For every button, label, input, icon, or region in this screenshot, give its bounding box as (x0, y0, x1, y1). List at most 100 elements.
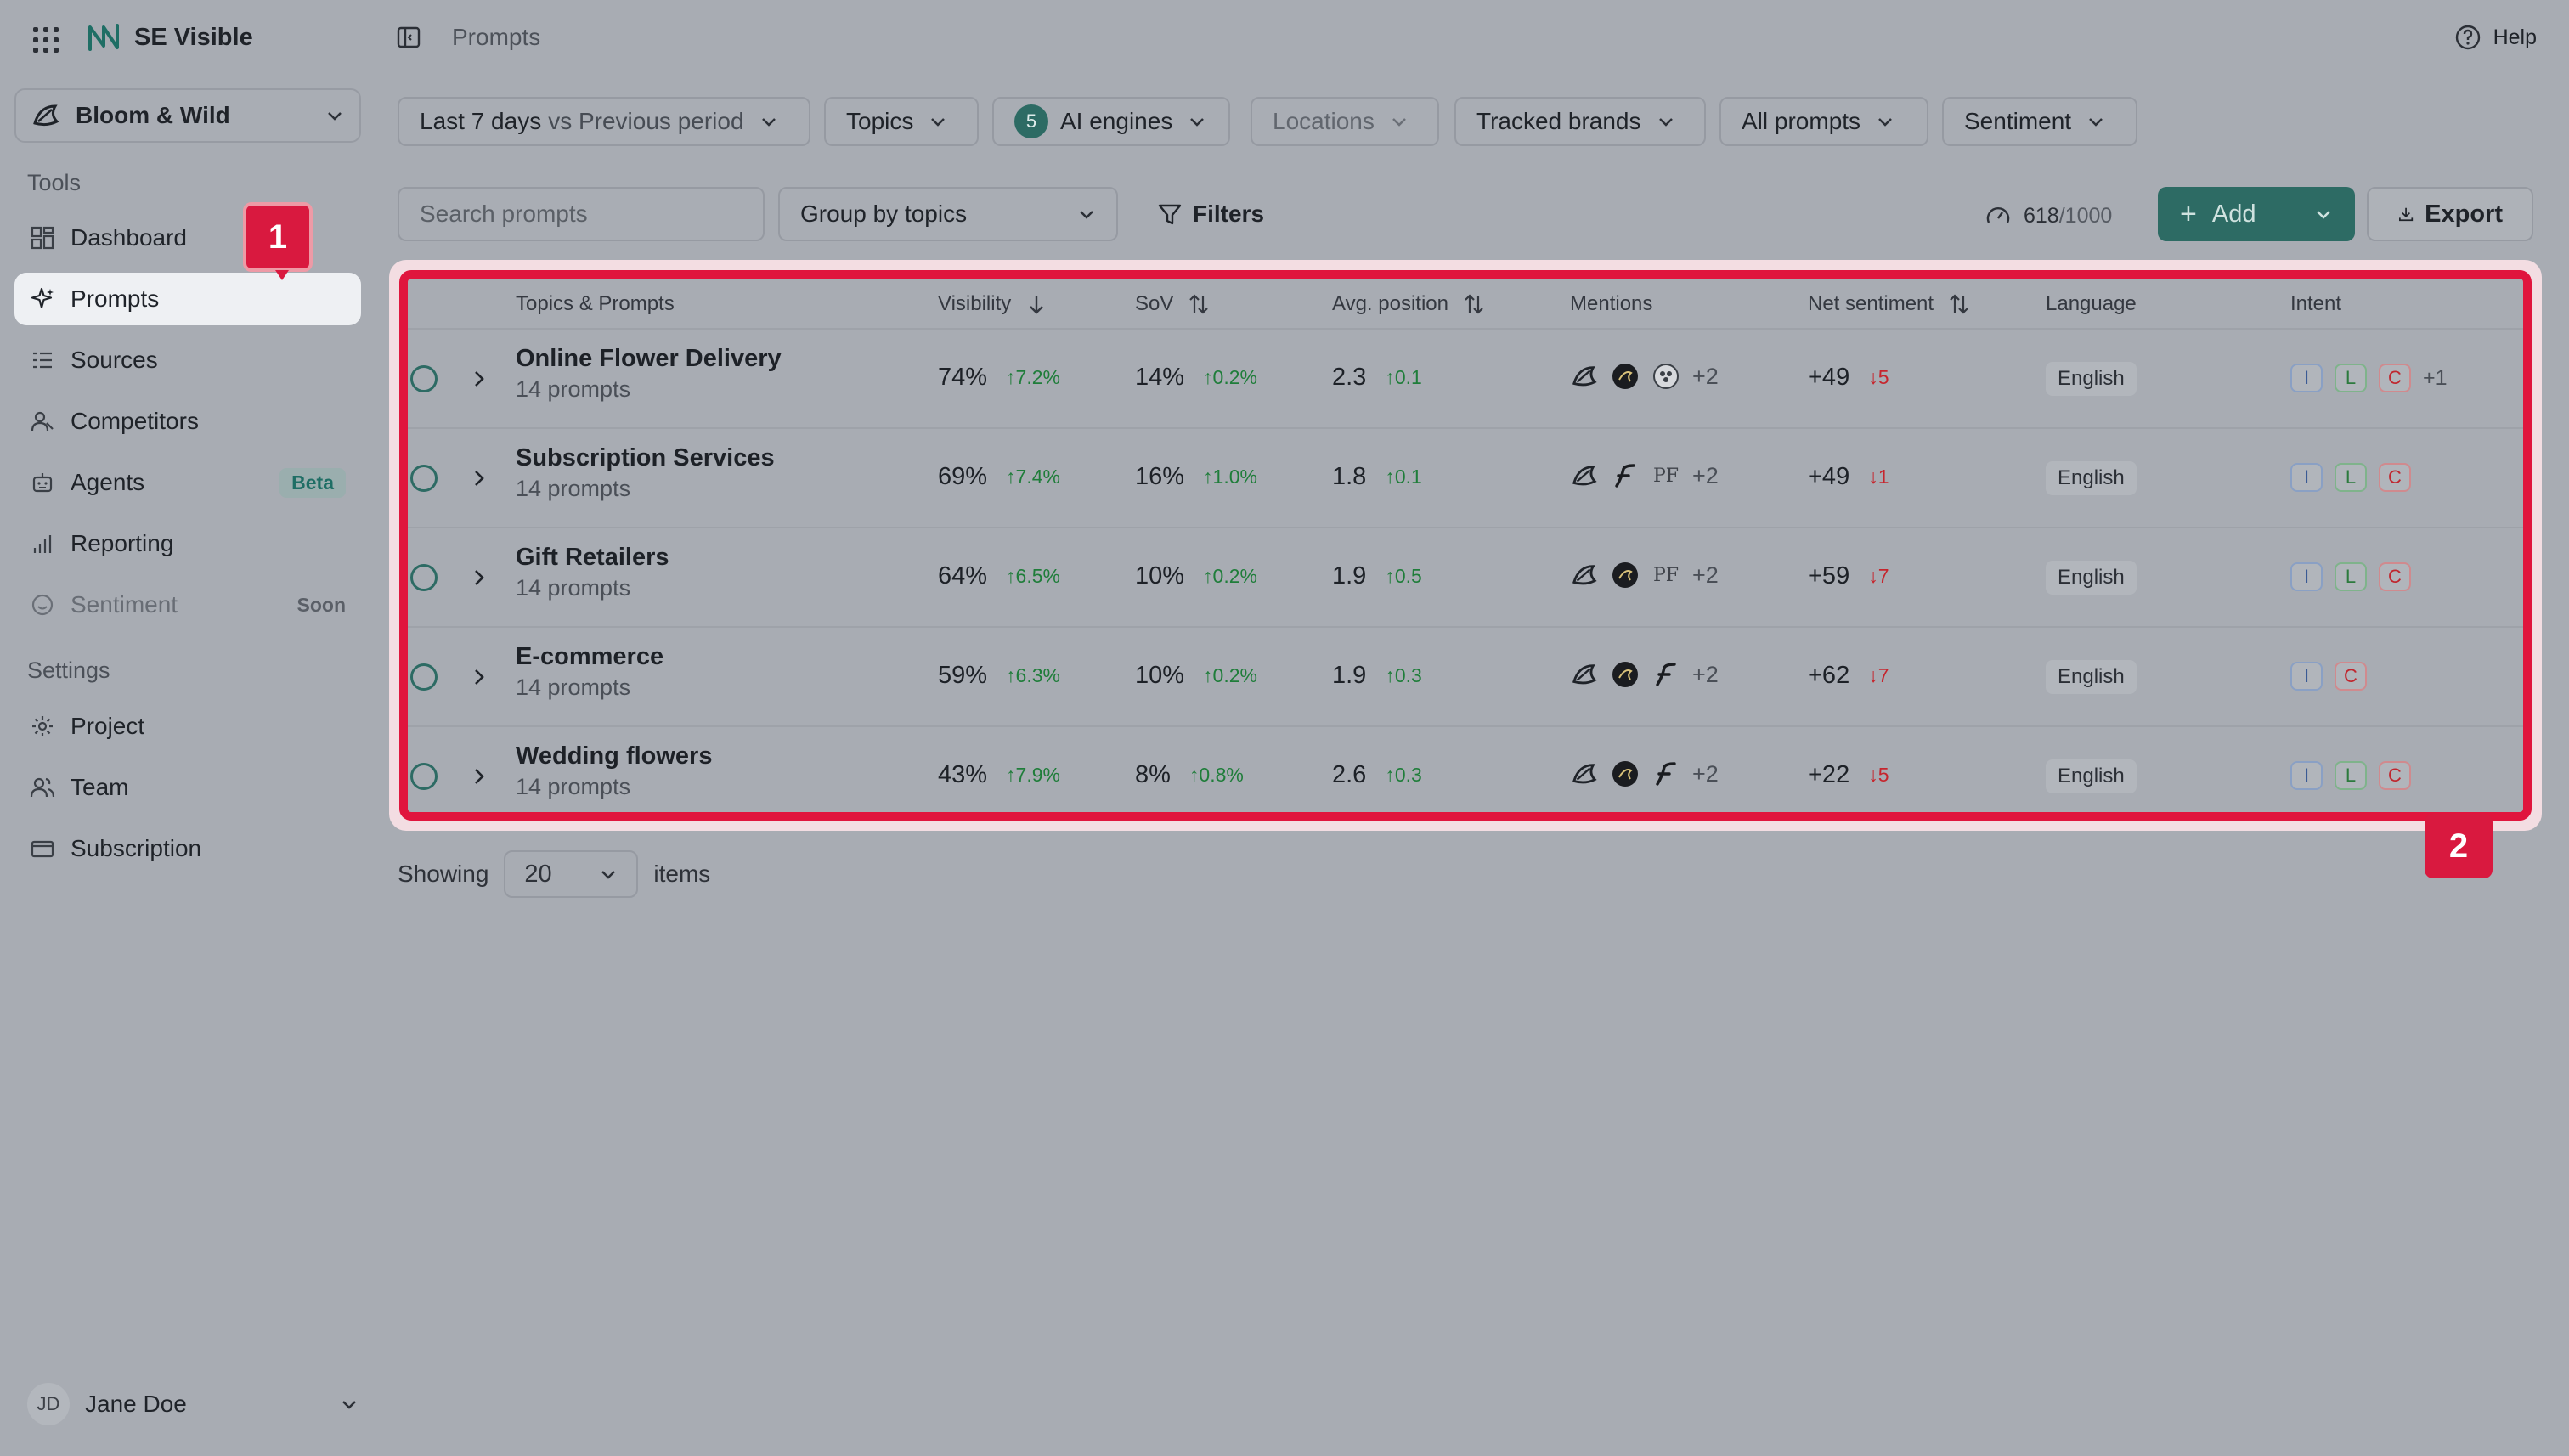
sidebar-item-subscription[interactable]: Subscription (14, 822, 361, 875)
table-row[interactable]: Gift Retailers 14 prompts 64% ↑6.5% 10% … (408, 528, 2523, 628)
mentions-more[interactable]: +2 (1692, 760, 1719, 787)
table-row[interactable]: Wedding flowers 14 prompts 43% ↑7.9% 8% … (408, 727, 2523, 812)
chevron-right-icon[interactable] (469, 567, 489, 588)
mentions-more[interactable]: +2 (1692, 363, 1719, 389)
col-language-header: Language (2046, 292, 2137, 316)
sidebar-item-team[interactable]: Team (14, 761, 361, 814)
sidebar-item-reporting[interactable]: Reporting (14, 517, 361, 570)
table-row[interactable]: Online Flower Delivery 14 prompts 74% ↑7… (408, 330, 2523, 429)
col-avg-position-header[interactable]: Avg. position (1332, 292, 1486, 316)
sidebar-item-sources[interactable]: Sources (14, 334, 361, 387)
sidebar-item-agents[interactable]: Agents Beta (14, 456, 361, 509)
topic-title[interactable]: Online Flower Delivery (516, 345, 782, 372)
card-icon (31, 840, 54, 858)
sidebar-item-competitors[interactable]: Competitors (14, 395, 361, 448)
topic-title[interactable]: Wedding flowers (516, 742, 713, 770)
quota-used: 618 (2024, 203, 2059, 228)
chevron-right-icon[interactable] (469, 468, 489, 488)
settings-section-title: Settings (27, 657, 110, 683)
chevron-right-icon[interactable] (469, 667, 489, 687)
intent-c-badge: C (2379, 761, 2411, 790)
sov-delta: ↑0.8% (1189, 764, 1244, 786)
group-by-select[interactable]: Group by topics (778, 187, 1118, 241)
sidebar-item-prompts[interactable]: Prompts (14, 273, 361, 325)
sidebar-item-label: Reporting (71, 530, 174, 556)
intent-l-badge: L (2335, 761, 2367, 790)
period-label: Last 7 days (420, 108, 542, 134)
engines-label: AI engines (1060, 108, 1173, 134)
sidebar-item-label: Team (71, 774, 129, 800)
intent-c-badge: C (2335, 662, 2367, 691)
sov-delta: ↑0.2% (1203, 366, 1257, 388)
visibility-value: 43% (938, 761, 988, 788)
mentions-more[interactable]: +2 (1692, 661, 1719, 687)
pf-logo-icon: PF (1652, 465, 1680, 487)
sidebar-item-label: Dashboard (71, 224, 187, 251)
chevron-down-icon (1392, 118, 1406, 127)
topic-prompt-count: 14 prompts (516, 376, 631, 402)
callout-marker-2: 2 (2425, 814, 2493, 878)
pf-logo-icon: PF (1652, 564, 1680, 586)
prompts-filter[interactable]: All prompts (1719, 97, 1928, 146)
search-input[interactable]: Search prompts (398, 187, 765, 241)
intent-c-badge: C (2379, 463, 2411, 492)
brands-label: Tracked brands (1476, 108, 1641, 134)
row-checkbox[interactable] (410, 663, 438, 691)
topics-filter[interactable]: Topics (824, 97, 979, 146)
sidebar-toggle-icon[interactable] (394, 23, 423, 52)
mentions-more[interactable]: +2 (1692, 462, 1719, 488)
col-visibility-header[interactable]: Visibility (938, 292, 1048, 316)
help-button[interactable]: Help (2454, 24, 2537, 51)
table-row[interactable]: Subscription Services 14 prompts 69% ↑7.… (408, 429, 2523, 528)
chevron-right-icon[interactable] (469, 766, 489, 787)
sidebar-item-sentiment: Sentiment Soon (14, 578, 361, 631)
users-icon (31, 411, 54, 432)
sidebar-item-project[interactable]: Project (14, 700, 361, 753)
chevron-down-icon (1878, 118, 1892, 127)
apps-grid-icon[interactable] (29, 23, 59, 53)
intent-more: +1 (2423, 365, 2448, 390)
page-size-select[interactable]: 20 (504, 850, 639, 898)
quota-max: /1000 (2058, 203, 2113, 228)
sov-delta: ↑0.2% (1203, 664, 1257, 686)
showing-label: Showing (398, 861, 489, 887)
sentiment-filter[interactable]: Sentiment (1942, 97, 2137, 146)
visibility-delta: ↑6.5% (1006, 565, 1060, 587)
sidebar: SE Visible Bloom & Wild Tools Dashboard … (0, 0, 375, 1456)
topic-title[interactable]: E-commerce (516, 643, 664, 670)
add-button[interactable]: + Add (2158, 187, 2355, 241)
topic-title[interactable]: Subscription Services (516, 444, 775, 471)
net-sentiment-delta: ↓1 (1868, 466, 1889, 488)
topic-title[interactable]: Gift Retailers (516, 544, 669, 571)
col-sov-header[interactable]: SoV (1135, 292, 1211, 316)
col-net-sentiment-header[interactable]: Net sentiment (1808, 292, 1971, 316)
topic-prompt-count: 14 prompts (516, 476, 631, 501)
gear-icon (32, 716, 53, 736)
ai-engines-filter[interactable]: 5 AI engines (992, 97, 1230, 146)
chevron-down-icon (342, 1401, 356, 1409)
locations-filter[interactable]: Locations (1251, 97, 1439, 146)
avg-position-delta: ↑0.1 (1385, 466, 1422, 488)
row-checkbox[interactable] (410, 564, 438, 591)
row-checkbox[interactable] (410, 365, 438, 392)
filters-button[interactable]: Filters (1157, 200, 1264, 228)
tracked-brands-filter[interactable]: Tracked brands (1454, 97, 1706, 146)
intent-l-badge: L (2335, 463, 2367, 492)
user-menu[interactable]: JD Jane Doe (27, 1383, 359, 1425)
chevron-right-icon[interactable] (469, 369, 489, 389)
visibility-delta: ↑6.3% (1006, 664, 1060, 686)
chevron-down-icon (1190, 118, 1205, 127)
col-topic-header[interactable]: Topics & Prompts (516, 292, 675, 316)
period-filter[interactable]: Last 7 days vs Previous period (398, 97, 810, 146)
visibility-delta: ↑7.2% (1006, 366, 1060, 388)
export-button[interactable]: Export (2367, 187, 2533, 241)
net-sentiment-delta: ↓7 (1868, 664, 1889, 686)
row-checkbox[interactable] (410, 763, 438, 790)
sidebar-item-dashboard[interactable]: Dashboard (14, 212, 361, 264)
bar-chart-icon (33, 535, 52, 553)
table-row[interactable]: E-commerce 14 prompts 59% ↑6.3% 10% ↑0.2… (408, 628, 2523, 727)
mentions-more[interactable]: +2 (1692, 562, 1719, 588)
workspace-switcher[interactable]: Bloom & Wild (14, 88, 361, 143)
sort-desc-icon (1030, 296, 1044, 314)
row-checkbox[interactable] (410, 465, 438, 492)
